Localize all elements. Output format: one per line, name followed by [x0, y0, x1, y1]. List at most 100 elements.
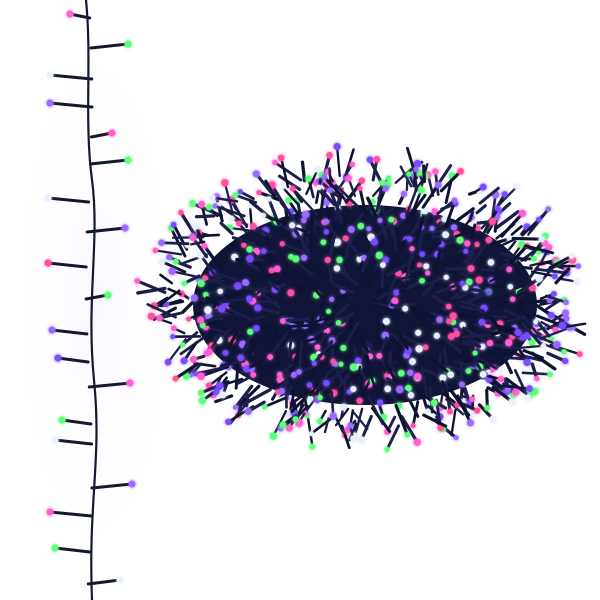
led-bulb [323, 229, 330, 235]
cluster-wire [342, 201, 351, 234]
strand-socket [53, 546, 92, 554]
cluster-wire [249, 363, 280, 371]
cluster-wire [231, 236, 256, 246]
led-bulb [425, 408, 431, 414]
led-bulb [292, 255, 300, 263]
led-bulb [447, 408, 453, 415]
led-bulb [228, 215, 235, 222]
cluster-wire [267, 280, 281, 292]
cluster-wire [302, 256, 329, 279]
cluster-wire [510, 225, 523, 236]
led-bulb [273, 265, 281, 273]
led-bulb [533, 319, 539, 325]
cluster-wire [322, 175, 344, 199]
led-bulb [266, 196, 272, 202]
led-bulb [366, 156, 374, 164]
led-bulb [526, 385, 533, 392]
cluster-wire [336, 311, 355, 325]
cluster-wire [468, 287, 491, 294]
cluster-wire [430, 311, 451, 321]
cluster-wire [430, 357, 453, 377]
led-bulb [324, 256, 331, 264]
led-bulb [246, 254, 254, 263]
led-bulb [524, 394, 531, 401]
cluster-wire [412, 308, 442, 322]
led-bulb [459, 321, 466, 329]
led-bulb [219, 391, 227, 399]
cluster-wire [287, 337, 293, 358]
led-bulb [58, 416, 66, 424]
led-bulb [497, 367, 504, 374]
led-bulb [402, 305, 409, 312]
cluster-wire [300, 273, 324, 300]
cluster-wire [254, 172, 273, 194]
led-bulb [423, 263, 430, 270]
led-bulb [204, 306, 212, 314]
cluster-wire [303, 313, 336, 327]
cluster-wire [433, 242, 444, 274]
led-bulb [453, 330, 460, 338]
led-bulb [201, 243, 208, 249]
cluster-wire [454, 360, 482, 369]
cluster-wire [236, 376, 251, 385]
cluster-wire [326, 258, 334, 284]
led-bulb [340, 344, 347, 352]
led-bulb [512, 388, 520, 396]
cluster-wire [475, 204, 487, 215]
led-bulb [467, 265, 475, 272]
cluster-wire [298, 391, 307, 415]
led-bulb [124, 40, 132, 48]
cluster-wire [416, 314, 439, 338]
led-bulb [234, 282, 242, 290]
cluster-wire [460, 300, 486, 310]
led-bulb [221, 179, 229, 187]
led-bulb [385, 175, 392, 181]
cluster-wire [290, 223, 311, 254]
led-bulb [393, 289, 400, 296]
cluster-wire [333, 283, 354, 294]
cluster-wire [154, 249, 183, 256]
cluster-wire [385, 424, 401, 451]
cluster-wire [309, 380, 321, 397]
led-bulb [338, 361, 344, 367]
led-bulb [314, 344, 321, 350]
cluster-wire [324, 365, 350, 385]
cluster-wire [287, 198, 302, 218]
led-bulb [261, 404, 268, 410]
cluster-wire [243, 336, 260, 366]
led-bulb [451, 197, 458, 203]
led-bulb [316, 184, 322, 191]
led-bulb [104, 291, 112, 299]
led-bulb [357, 222, 365, 230]
cluster-wire [500, 211, 524, 238]
cluster-wire [358, 186, 368, 218]
cluster-wire [281, 317, 310, 323]
cluster-wire [233, 384, 254, 409]
cluster-wire [375, 181, 384, 213]
led-bulb [189, 200, 197, 207]
cluster-wire [261, 213, 286, 225]
led-bulb [349, 363, 358, 371]
led-bulb [494, 205, 501, 212]
led-bulb [326, 152, 333, 159]
cluster-wire [386, 350, 393, 379]
led-bulb [170, 221, 177, 228]
led-bulb [547, 371, 553, 378]
led-bulb [66, 10, 74, 18]
led-bulb [296, 369, 302, 375]
led-bulb [479, 371, 487, 378]
led-bulb [48, 326, 56, 334]
led-bulb [268, 267, 275, 274]
led-bulb [366, 226, 372, 232]
cluster-wire [405, 193, 427, 221]
led-bulb [260, 212, 266, 219]
cluster-wire [489, 268, 511, 283]
cluster-wire [202, 244, 224, 272]
cluster-wire [442, 346, 449, 372]
strand-socket [90, 482, 134, 490]
led-bulb [528, 339, 536, 347]
led-bulb [126, 379, 134, 387]
led-bulb [384, 446, 390, 452]
led-bulb [447, 371, 455, 379]
cluster-wire [534, 267, 569, 275]
